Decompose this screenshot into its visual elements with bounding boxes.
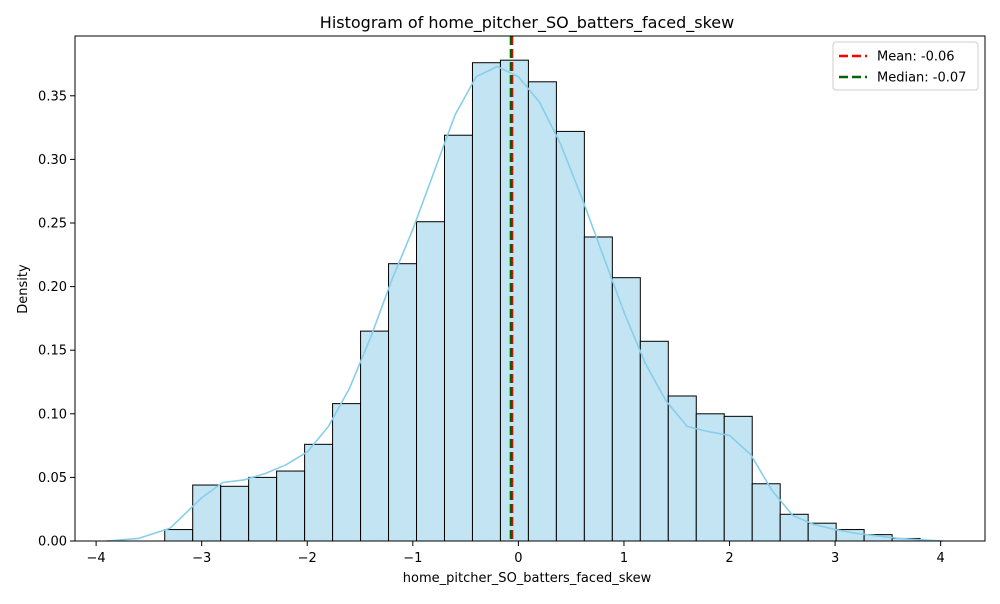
histogram-bar [416, 221, 445, 542]
histogram-bar [471, 62, 501, 542]
legend-label: Mean: -0.06 [877, 50, 955, 65]
histogram-bar [360, 330, 390, 542]
histogram-bar [443, 134, 473, 542]
histogram-bar [164, 529, 194, 542]
histogram-bar [723, 415, 753, 542]
y-tick-label: 0.10 [38, 407, 67, 422]
histogram-bar [527, 81, 557, 542]
y-tick-label: 0.25 [38, 216, 67, 231]
histogram-bar [583, 236, 613, 542]
x-tick-label: −1 [403, 551, 422, 566]
x-tick-label: −3 [192, 551, 211, 566]
x-axis-label: home_pitcher_SO_batters_faced_skew [403, 571, 652, 586]
y-axis-label: Density [16, 264, 31, 314]
histogram-bar [248, 476, 278, 542]
y-tick-label: 0.35 [38, 89, 67, 104]
legend-label: Median: -0.07 [877, 71, 966, 86]
histogram-bar [304, 443, 334, 542]
reference-lines [509, 36, 514, 541]
y-tick-label: 0.20 [38, 280, 67, 295]
y-tick-label: 0.05 [38, 471, 67, 486]
chart-title: Histogram of home_pitcher_SO_batters_fac… [320, 13, 734, 33]
legend: Mean: -0.06 Median: -0.07 [832, 41, 979, 91]
legend-box [832, 41, 979, 91]
histogram-bar [388, 263, 418, 542]
x-tick-label: 4 [937, 551, 945, 566]
y-tick-label: 0.00 [38, 535, 67, 550]
histogram-bar [639, 340, 669, 542]
histogram-bar [695, 413, 725, 542]
histogram-bar [555, 130, 585, 542]
y-tick-label: 0.30 [38, 153, 67, 168]
x-tick-label: −2 [298, 551, 317, 566]
kde-curve [106, 65, 943, 542]
x-tick-label: −4 [87, 551, 106, 566]
histogram-bar [276, 470, 306, 542]
bars-layer [164, 59, 921, 542]
histogram-bar [779, 513, 809, 542]
histogram-bar [332, 403, 362, 542]
histogram-bar [499, 59, 529, 542]
x-tick-label: 0 [514, 551, 522, 566]
axes: −4 −3 −2 −1 0 1 2 3 4 0.00 0.05 0.10 0.15 0.20 0.25 0.3… [38, 35, 986, 566]
x-tick-label: 2 [725, 551, 733, 566]
histogram-bar [220, 485, 250, 542]
x-tick-label: 3 [831, 551, 839, 566]
plot-frame [74, 35, 986, 542]
x-tick-label: 1 [620, 551, 628, 566]
kde-layer [106, 65, 943, 542]
histogram-bar [667, 395, 697, 542]
histogram-bar [751, 483, 781, 542]
y-tick-label: 0.15 [38, 344, 67, 359]
